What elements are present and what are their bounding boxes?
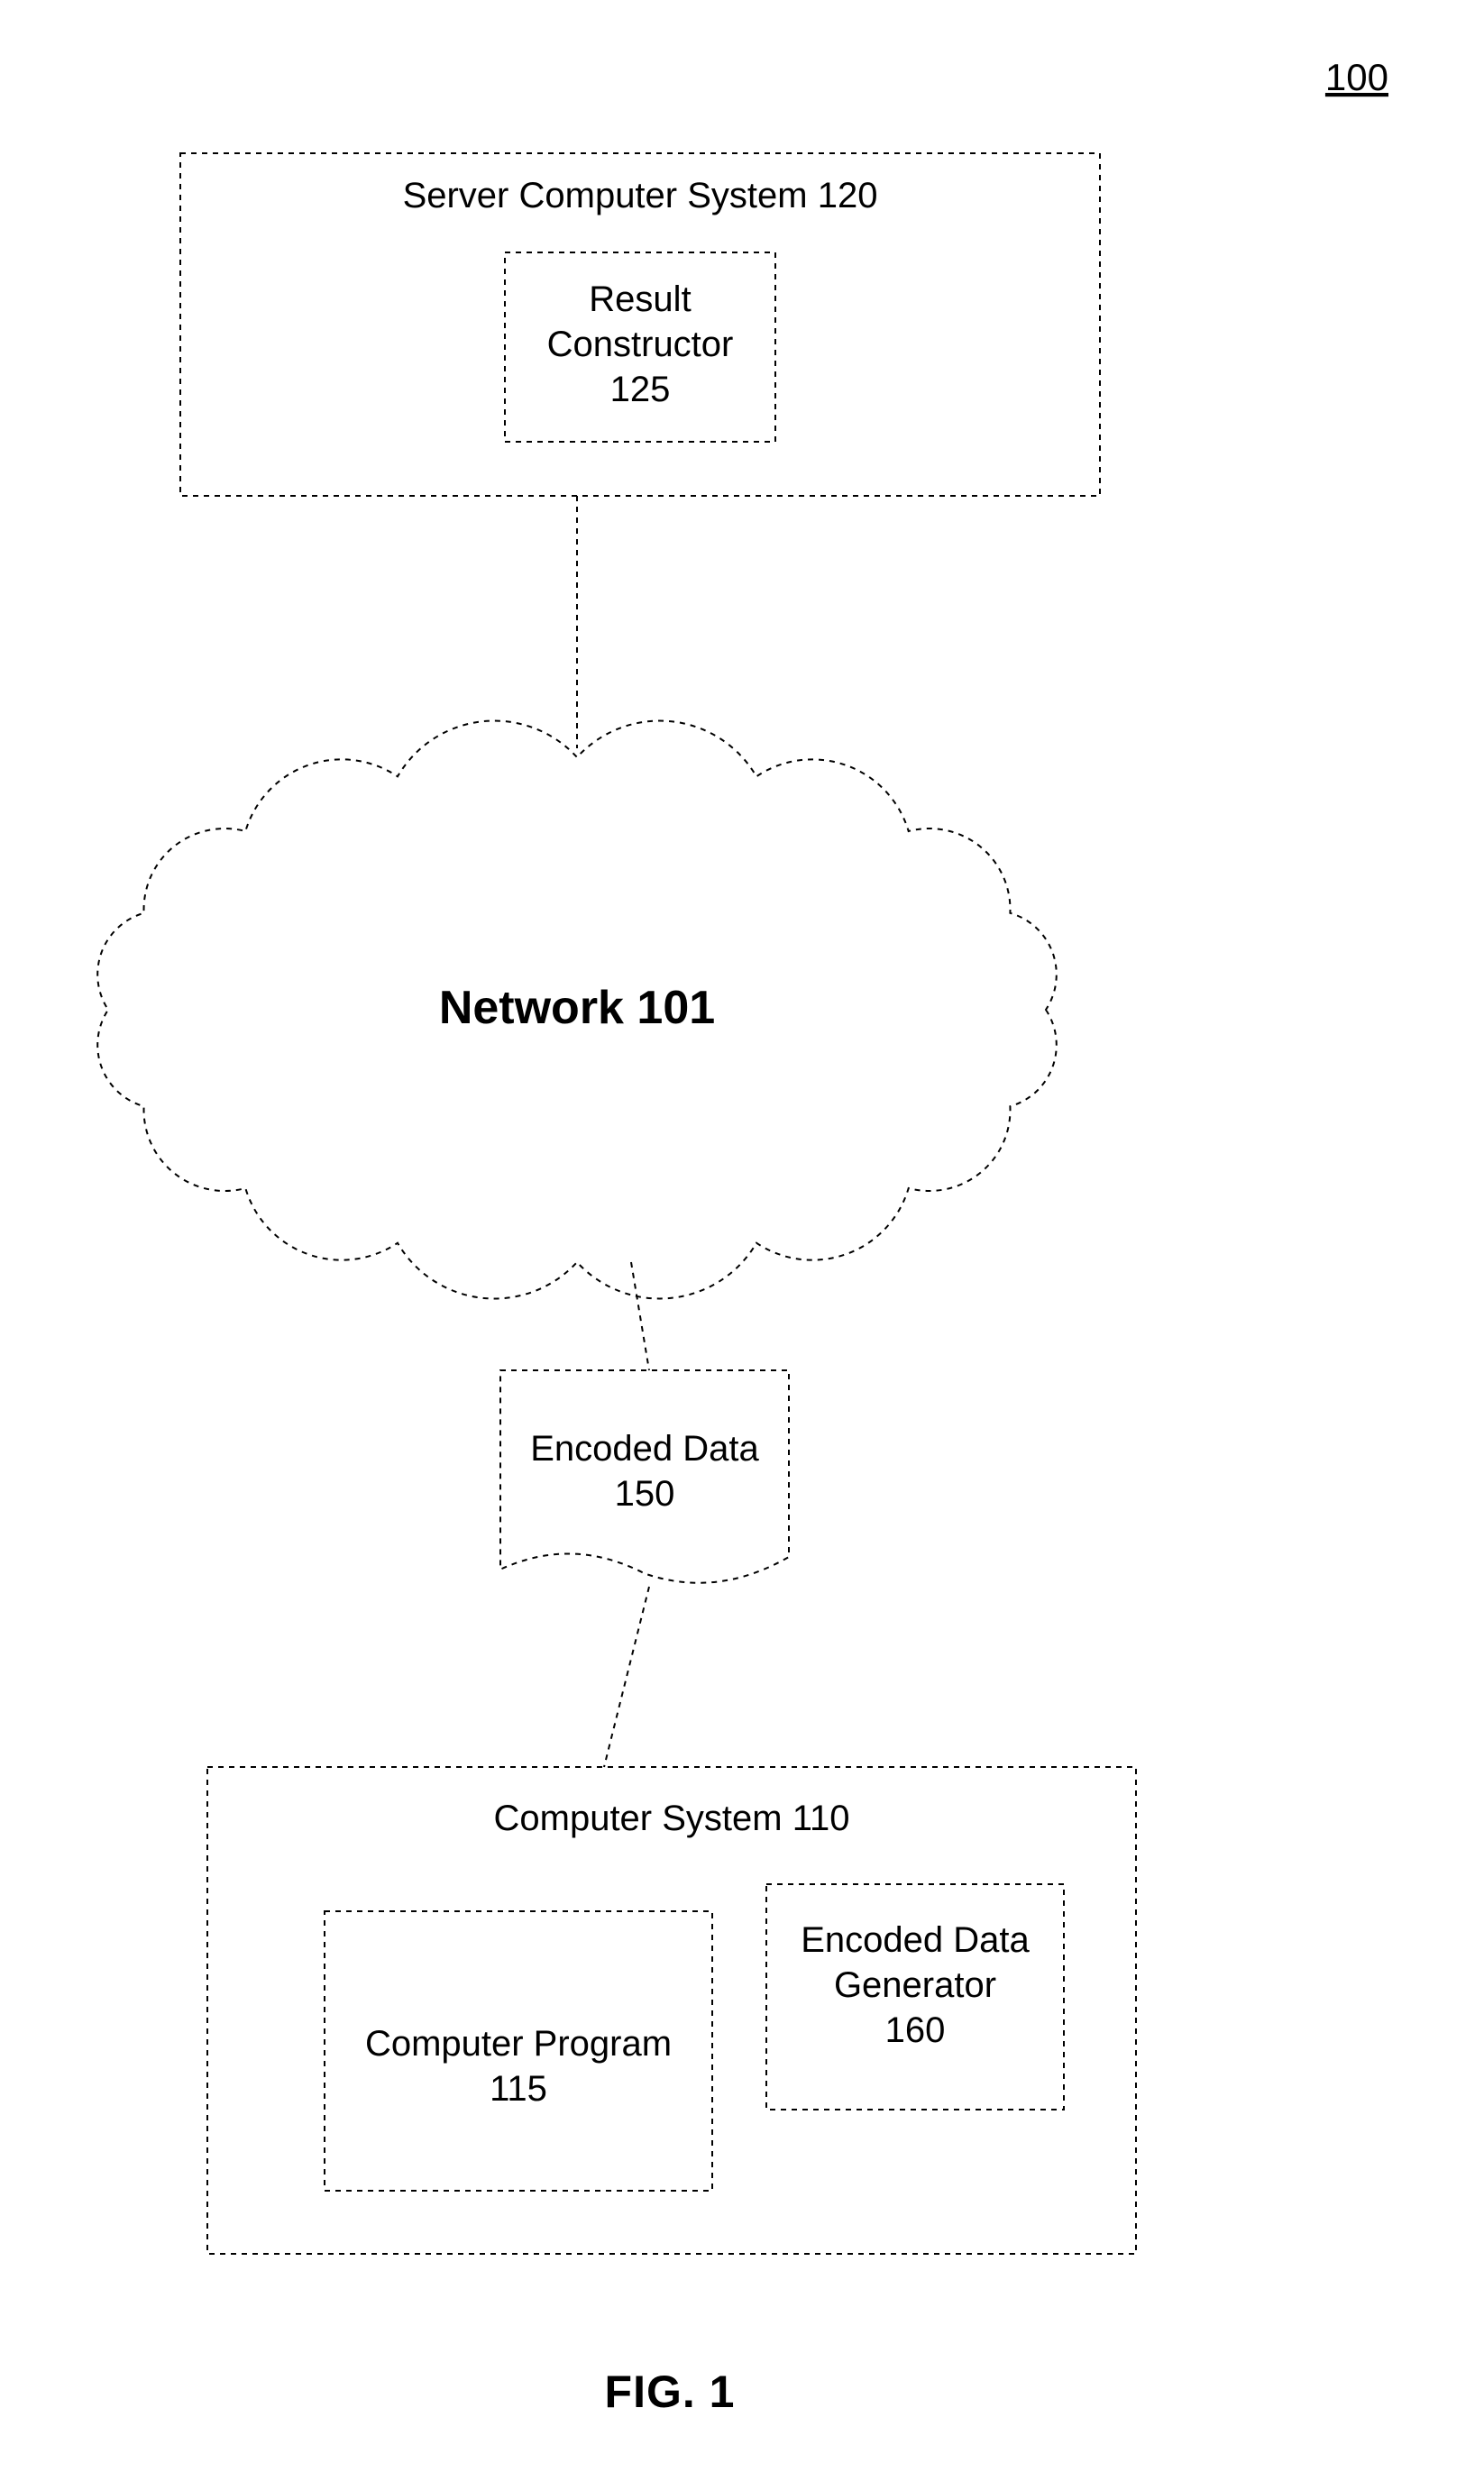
figure-caption: FIG. 1 bbox=[605, 2367, 736, 2417]
node-computer_program: Computer Program 115 bbox=[325, 1911, 712, 2191]
node-result_constructor-label: 125 bbox=[610, 370, 671, 409]
node-network-label: Network 101 bbox=[439, 982, 715, 1034]
node-result_constructor-label: Constructor bbox=[547, 325, 734, 364]
node-result_constructor-label: Result bbox=[589, 279, 691, 319]
node-computer_program-label: Computer Program bbox=[365, 2024, 672, 2064]
node-encoded_data_generator-label: Encoded Data bbox=[801, 1920, 1030, 1960]
node-server-label: Server Computer System 120 bbox=[403, 176, 878, 215]
figure-reference-number: 100 bbox=[1325, 56, 1388, 98]
node-encoded_data_generator-label: 160 bbox=[885, 2010, 946, 2050]
node-result_constructor: Result Constructor 125 bbox=[505, 252, 775, 442]
edge bbox=[631, 1262, 649, 1370]
node-computer_program-label: 115 bbox=[490, 2069, 547, 2109]
node-encoded_data: Encoded Data 150 bbox=[500, 1370, 789, 1583]
edge bbox=[604, 1587, 649, 1767]
node-encoded_data-label: 150 bbox=[615, 1474, 675, 1514]
node-computer_system: Computer System 110 bbox=[207, 1767, 1136, 2254]
node-encoded_data_generator-label: Generator bbox=[834, 1965, 996, 2005]
node-encoded_data-label: Encoded Data bbox=[530, 1429, 759, 1469]
node-computer_system-label: Computer System 110 bbox=[494, 1799, 850, 1838]
node-network: Network 101 bbox=[97, 721, 1057, 1299]
node-encoded_data_generator: Encoded Data Generator 160 bbox=[766, 1884, 1064, 2110]
